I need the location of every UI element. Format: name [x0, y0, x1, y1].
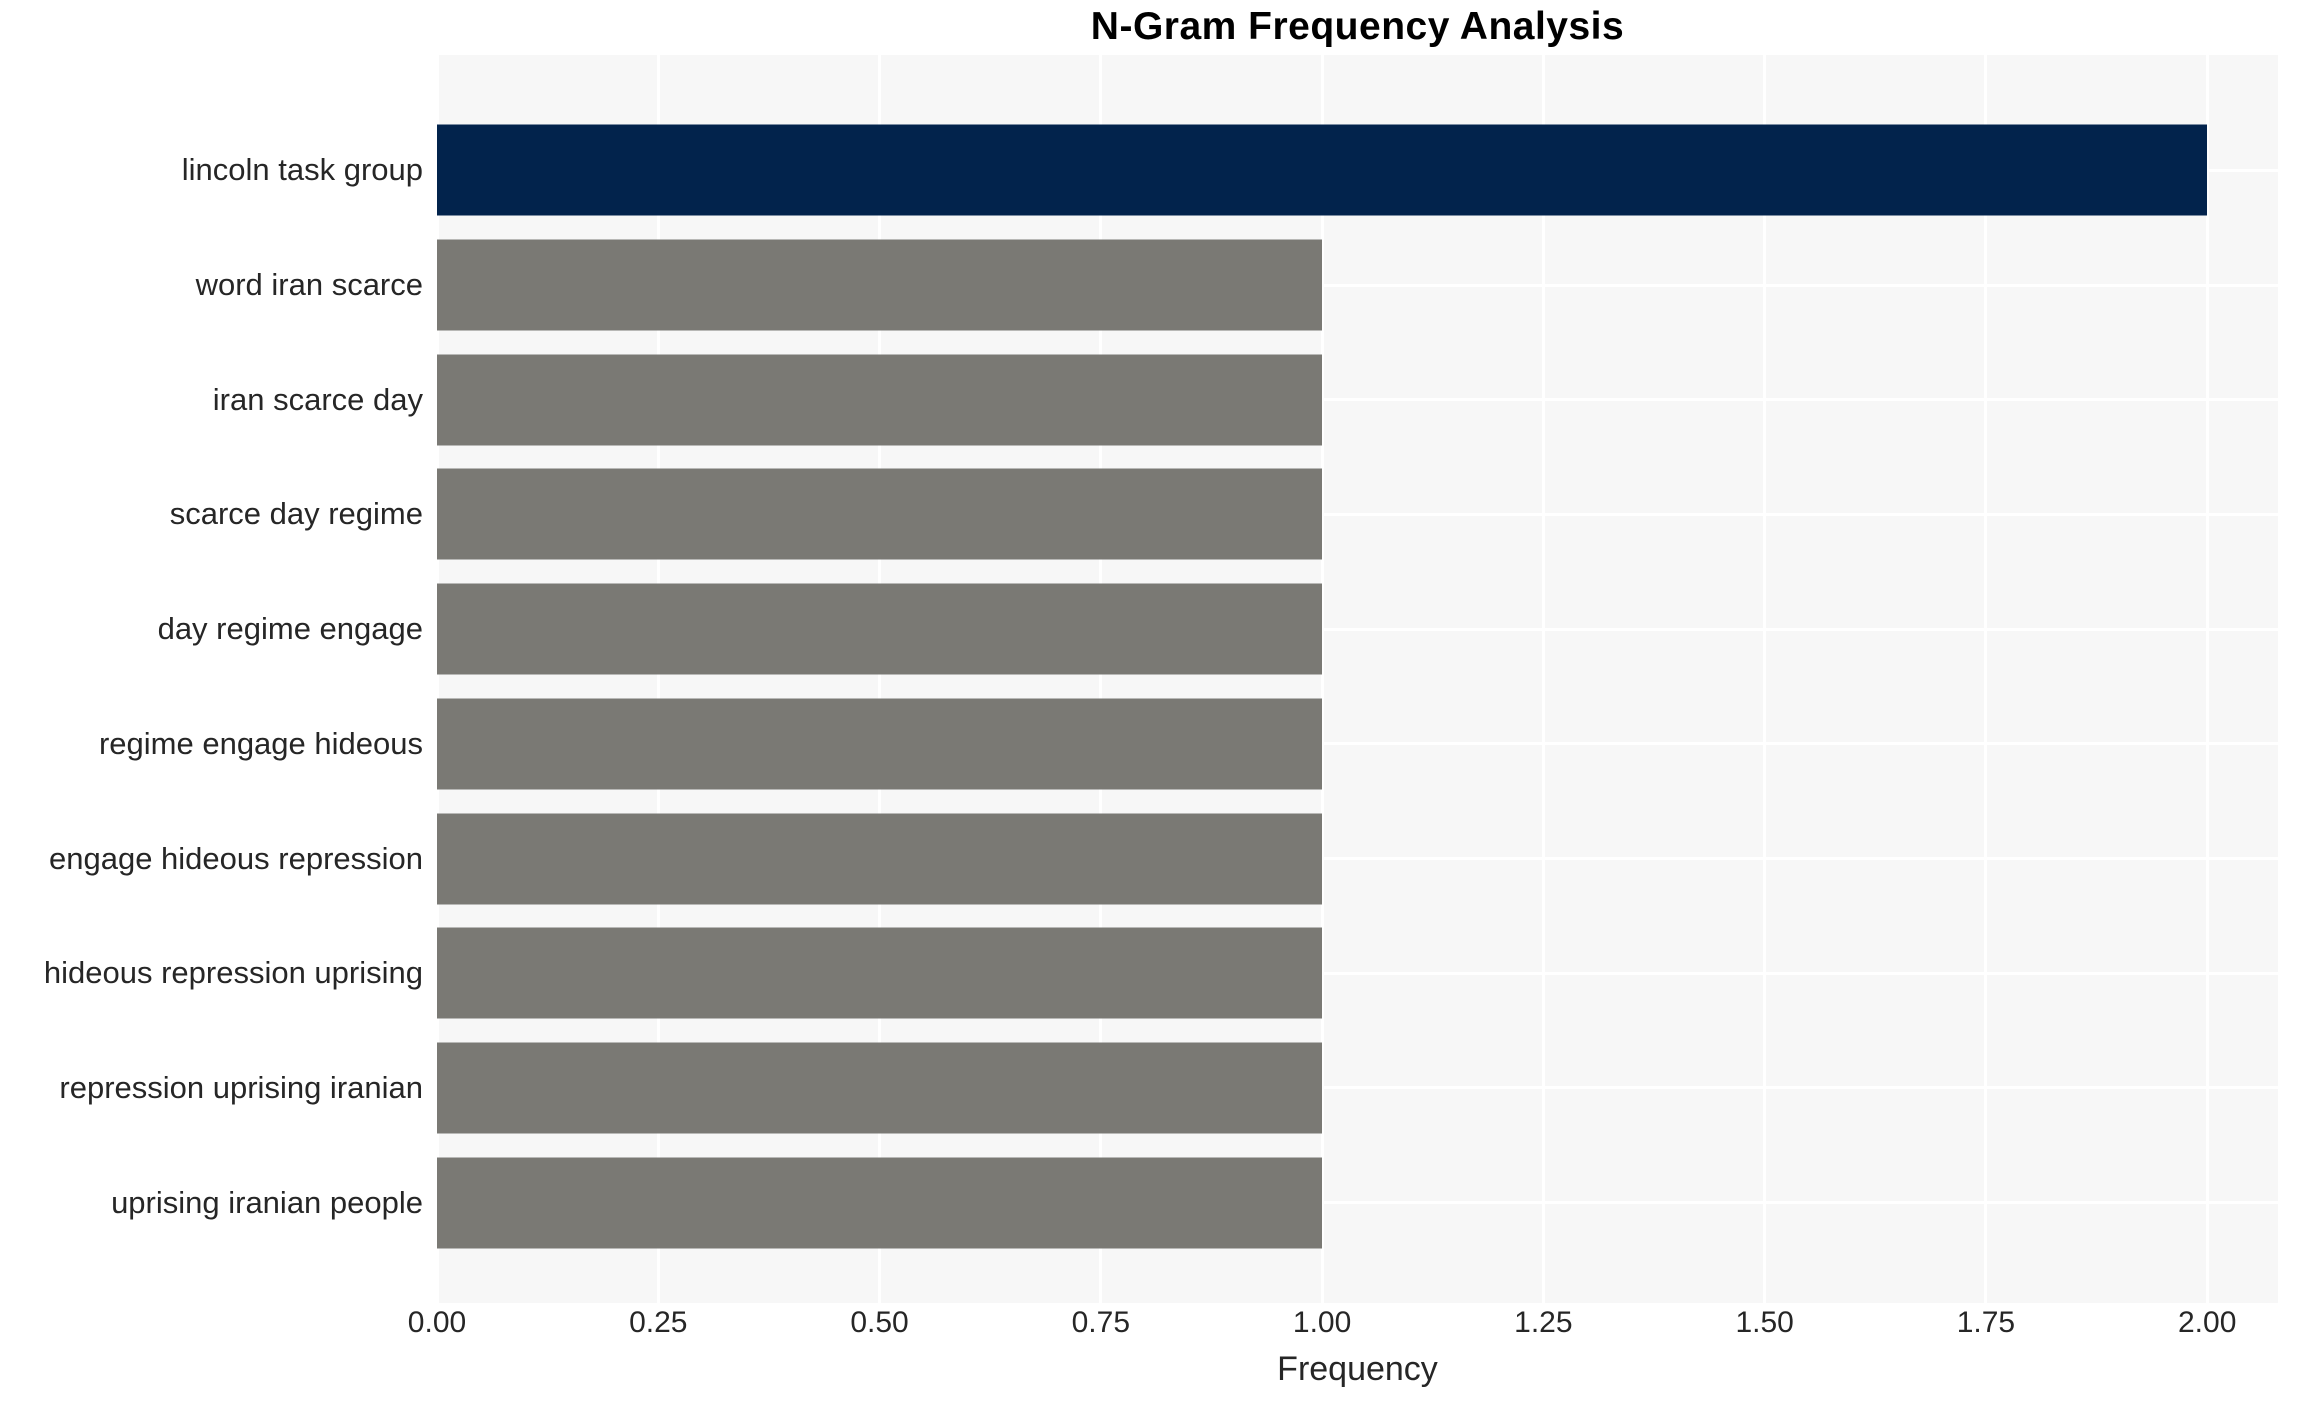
horizontal-gridline: [437, 1201, 2278, 1205]
vertical-gridline: [878, 55, 882, 1303]
x-tick-label: 0.25: [629, 1306, 688, 1339]
bar: [437, 1157, 1323, 1249]
bar: [437, 354, 1323, 446]
x-tick-label: 0.00: [407, 1306, 467, 1339]
bar-row: hideous repression uprising: [0, 916, 2278, 1031]
bar-track: [437, 687, 2278, 802]
x-tick-label: 0.75: [1071, 1306, 1131, 1339]
bar: [437, 698, 1323, 790]
bar-rows: lincoln task group word iran scarce iran…: [0, 55, 2278, 1303]
bar-track: [437, 572, 2278, 687]
chart-title: N-Gram Frequency Analysis: [1090, 5, 1625, 48]
vertical-gridline: [1984, 55, 1988, 1303]
bar-row: iran scarce day: [0, 342, 2278, 457]
horizontal-gridline: [437, 971, 2278, 975]
category-label: repression uprising iranian: [59, 1069, 423, 1105]
horizontal-gridline: [437, 742, 2278, 746]
vertical-gridline: [656, 55, 660, 1303]
bar-track: [437, 457, 2278, 572]
bar-track: [437, 1145, 2278, 1260]
horizontal-gridline: [437, 857, 2278, 861]
bar: [437, 124, 2208, 216]
vertical-gridline: [1099, 55, 1103, 1303]
vertical-gridline: [435, 55, 439, 1303]
x-tick-label: 2.00: [2177, 1306, 2237, 1339]
x-tick-label: 1.25: [1514, 1306, 1573, 1339]
category-label: day regime engage: [157, 611, 423, 647]
bar: [437, 239, 1323, 331]
category-label: word iran scarce: [195, 267, 423, 303]
horizontal-gridline: [437, 398, 2278, 402]
bar-row: regime engage hideous: [0, 687, 2278, 802]
horizontal-gridline: [437, 512, 2278, 516]
bar-track: [437, 1031, 2278, 1146]
bar-track: [437, 801, 2278, 916]
bar-track: [437, 916, 2278, 1031]
bar-row: day regime engage: [0, 572, 2278, 687]
category-label: scarce day regime: [169, 496, 423, 532]
bar: [437, 813, 1323, 905]
x-tick-label: 0.50: [850, 1306, 909, 1339]
category-label: hideous repression uprising: [43, 955, 423, 991]
category-label: iran scarce day: [212, 381, 423, 417]
category-label: engage hideous repression: [49, 840, 423, 876]
category-label: regime engage hideous: [98, 725, 423, 761]
x-axis-label: Frequency: [1277, 1350, 1438, 1388]
bar-row: scarce day regime: [0, 457, 2278, 572]
horizontal-gridline: [437, 627, 2278, 631]
category-label: uprising iranian people: [111, 1184, 423, 1220]
bar-row: word iran scarce: [0, 228, 2278, 343]
horizontal-gridline: [437, 283, 2278, 287]
x-tick-label: 1.00: [1292, 1306, 1352, 1339]
horizontal-gridline: [437, 1086, 2278, 1090]
vertical-gridline: [1541, 55, 1545, 1303]
vertical-gridline: [2205, 55, 2209, 1303]
bar-track: [437, 342, 2278, 457]
bar-row: lincoln task group: [0, 113, 2278, 228]
bar-row: repression uprising iranian: [0, 1031, 2278, 1146]
bar-row: engage hideous repression: [0, 801, 2278, 916]
bar: [437, 583, 1323, 675]
vertical-gridline: [1763, 55, 1767, 1303]
bar-track: [437, 228, 2278, 343]
bar-track: [437, 113, 2278, 228]
vertical-gridline: [1320, 55, 1324, 1303]
bar-row: uprising iranian people: [0, 1145, 2278, 1260]
x-axis-ticks: 0.00 0.25 0.50 0.75 1.00 1.25 1.50 1.75 2.00: [408, 1306, 2278, 1346]
x-tick-label: 1.50: [1735, 1306, 1794, 1339]
bar: [437, 927, 1323, 1019]
x-tick-label: 1.75: [1956, 1306, 2016, 1339]
bar: [437, 1042, 1323, 1134]
category-label: lincoln task group: [181, 152, 423, 188]
bar: [437, 468, 1323, 560]
